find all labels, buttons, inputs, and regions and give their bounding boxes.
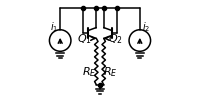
Text: $R_E$: $R_E$ xyxy=(103,65,118,79)
Text: $i_2$: $i_2$ xyxy=(142,21,150,34)
Text: $Q_2$: $Q_2$ xyxy=(108,32,123,46)
Text: $i_1$: $i_1$ xyxy=(50,21,58,34)
Text: $Q_1$: $Q_1$ xyxy=(77,32,92,46)
Text: $R_E$: $R_E$ xyxy=(82,65,97,79)
